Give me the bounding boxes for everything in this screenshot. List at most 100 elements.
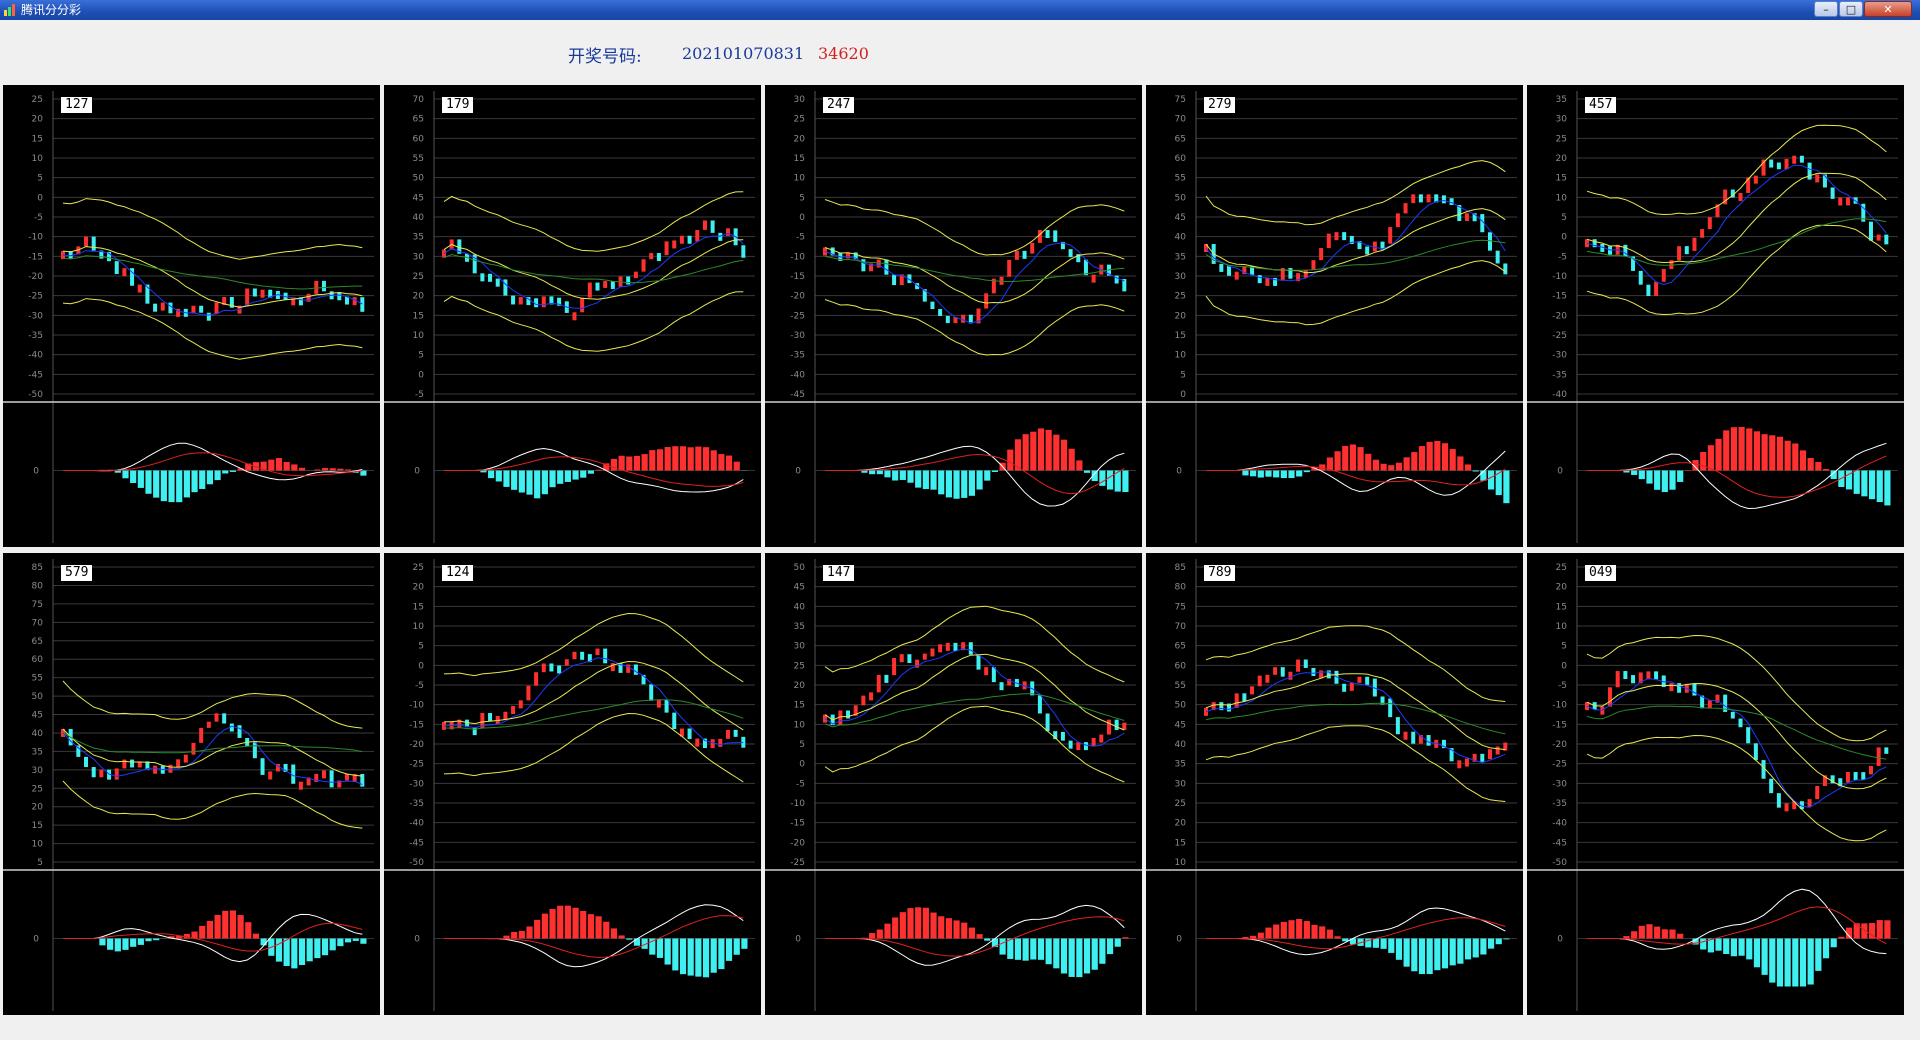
candle (1677, 683, 1682, 693)
candle (457, 719, 462, 728)
y-tick-label: -15 (409, 720, 424, 730)
candle (1753, 743, 1758, 761)
chart-panel-147[interactable]: 50 45 40 35 30 25 20 15 10 5 0 -5 -10 -15 -20 -25 0 147 (765, 553, 1142, 1015)
y-tick-label: 35 (1175, 760, 1186, 770)
y-tick-label: 20 (794, 681, 806, 691)
candle (1738, 718, 1743, 728)
macd-bar (1334, 451, 1341, 471)
chart-panel-579[interactable]: 85 80 75 70 65 60 55 50 45 40 35 30 25 20 15 10 5 0 579 (3, 553, 380, 1015)
candle (1411, 731, 1416, 744)
chart-panel-124[interactable]: 25 20 15 10 5 0 -5 -10 -15 -20 -25 -30 -35 -40 -45 -50 0… (384, 553, 761, 1015)
macd-bar (1503, 938, 1510, 940)
macd-bar (1464, 464, 1472, 471)
chart-panel-247[interactable]: 30 25 20 15 10 5 0 -5 -10 -15 -20 -25 -30 -35 -40 -45 0 2… (765, 85, 1142, 547)
macd-bar (1319, 926, 1326, 939)
macd-bar (1868, 922, 1876, 939)
candle (511, 706, 516, 715)
macd-bar (222, 910, 229, 939)
macd-bar (1457, 456, 1464, 471)
macd-bar (1884, 470, 1891, 506)
maximize-button[interactable]: □ (1839, 1, 1863, 17)
candle (718, 738, 723, 747)
macd-bar (107, 469, 114, 471)
y-tick-label: -35 (790, 351, 805, 361)
candle (1091, 274, 1096, 283)
bollinger-upper-line (1205, 160, 1506, 226)
y-tick-label: 10 (794, 720, 806, 730)
candle (1372, 678, 1377, 697)
candle (1792, 155, 1797, 164)
macd-bar (564, 905, 571, 939)
candle (1884, 747, 1889, 754)
macd-bar (1792, 443, 1799, 471)
chart-panel-457[interactable]: 35 30 25 20 15 10 5 0 -5 -10 -15 -20 -25 -30 -35 -40 0 45… (1527, 85, 1904, 547)
candle (1403, 203, 1408, 214)
candle (84, 236, 89, 247)
macd-bar (1876, 920, 1883, 939)
macd-dif-line (444, 447, 744, 493)
chart-panel-049[interactable]: 25 20 15 10 5 0 -5 -10 -15 -20 -25 -30 -35 -40 -45 -50 0… (1527, 553, 1904, 1015)
y-tick-label: 10 (1175, 858, 1187, 868)
candle (930, 648, 935, 657)
macd-bar (107, 938, 114, 950)
candle (1441, 739, 1446, 749)
candle (595, 648, 600, 656)
macd-bar (1776, 436, 1784, 471)
candle (275, 763, 280, 772)
macd-bar (892, 917, 899, 939)
macd-bar (1830, 470, 1837, 480)
candle (1746, 727, 1751, 744)
y-tick-label: 80 (32, 581, 44, 591)
macd-bar (1845, 470, 1853, 490)
macd-bar (1692, 460, 1699, 471)
macd-bar (130, 938, 137, 947)
macd-bar (1646, 924, 1653, 939)
chart-combo-label: 049 (1585, 565, 1617, 581)
macd-bar (222, 470, 229, 474)
y-tick-label: 5 (418, 351, 424, 361)
candle (1395, 717, 1400, 735)
macd-bar (549, 909, 556, 939)
chart-panel-179[interactable]: 70 65 60 55 50 45 40 35 30 25 20 15 10 5 0 -5 0 179 (384, 85, 761, 547)
y-tick-label: -40 (1552, 390, 1567, 400)
macd-bar (945, 918, 952, 939)
macd-bar (710, 450, 717, 471)
candle (1342, 232, 1347, 241)
candle (664, 241, 669, 256)
macd-bar (1076, 460, 1083, 471)
candle (930, 301, 935, 310)
chart-panel-279[interactable]: 75 70 65 60 55 50 45 40 35 30 25 20 15 10 5 0 0 279 (1146, 85, 1523, 547)
macd-bar (1060, 439, 1068, 471)
macd-bar (633, 455, 641, 471)
macd-bar (145, 938, 152, 942)
macd-bar (1761, 434, 1768, 471)
macd-bar (1449, 938, 1456, 966)
macd-bar (283, 461, 290, 471)
macd-bar (237, 915, 244, 939)
candle (1876, 234, 1881, 241)
y-tick-label: 0 (418, 370, 424, 380)
chart-panel-127[interactable]: 25 20 15 10 5 0 -5 -10 -15 -20 -25 -30 -35 -40 -45 -50 0… (3, 85, 380, 547)
macd-zero-label: 0 (33, 935, 39, 945)
macd-dea-line (444, 915, 744, 958)
y-tick-label: 50 (794, 563, 806, 573)
close-button[interactable]: ✕ (1864, 1, 1912, 17)
macd-bar (329, 938, 336, 951)
candle (846, 710, 851, 719)
macd-bar (915, 470, 922, 488)
macd-bar (1319, 464, 1326, 471)
y-tick-label: 35 (794, 622, 805, 632)
draw-number-label: 开奖号码: (568, 47, 642, 67)
candle (344, 296, 349, 305)
bollinger-mid-line (62, 728, 363, 777)
candle (1623, 244, 1628, 257)
chart-panel-789[interactable]: 85 80 75 70 65 60 55 50 45 40 35 30 25 20 15 10 0 789 (1146, 553, 1523, 1015)
minimize-button[interactable]: – (1814, 1, 1838, 17)
y-tick-label: 65 (32, 637, 43, 647)
candle (557, 665, 562, 674)
title-bar[interactable]: 腾讯分分彩 – □ ✕ (0, 0, 1920, 20)
macd-bar (1311, 924, 1318, 939)
macd-bar (1807, 457, 1814, 471)
candle (915, 283, 920, 290)
